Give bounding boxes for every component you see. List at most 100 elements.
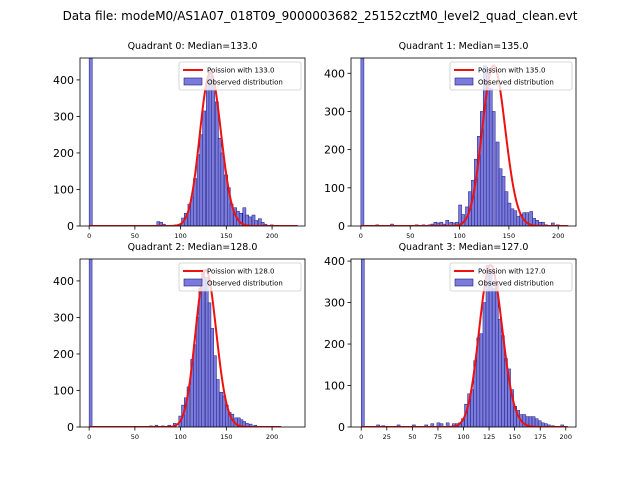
legend: Poission with 133.0 Observed distribution [178,61,302,91]
y-tick-label: 0 [338,421,345,434]
legend-box [178,61,302,91]
x-tick-label: 200 [266,232,278,240]
legend-bar-swatch [454,278,474,287]
x-tick-label: 50 [406,232,414,240]
panel-title: Quadrant 0: Median=133.0 [128,41,258,52]
y-tick-label: 400 [53,275,74,288]
y-tick-label: 100 [324,380,345,393]
y-tick-label: 200 [53,147,74,160]
x-tick-label: 100 [457,433,469,441]
histogram-bar [376,424,380,427]
x-tick-label: 100 [453,232,465,240]
axes-frame [79,57,306,227]
histogram-bar [541,221,545,226]
histogram-bar [488,269,493,427]
legend-bar-label: Observed distribution [207,79,283,87]
x-tick-label: 150 [220,232,232,240]
poisson-curve [360,64,569,226]
histogram-bar [488,88,493,226]
x-tick-label: 200 [266,433,278,441]
y-tick-label: 300 [324,297,345,310]
histogram-bar [193,344,197,427]
histogram-bar [534,418,539,427]
poisson-curve [89,71,298,226]
chart-panel-0: Quadrant 0: Median=133.0 0 50 100 150 200 0 100… [53,41,306,240]
histogram-bar [494,283,499,427]
legend-bar-swatch [183,77,203,86]
histogram-bar [211,81,216,226]
x-tick-label: 175 [534,433,546,441]
legend-curve-label: Poission with 128.0 [207,268,275,276]
x-tick-label: 150 [220,433,232,441]
histogram-bar [412,424,416,427]
histogram-bar [491,111,496,226]
plot-area [360,58,569,226]
histogram-bar [254,220,259,226]
legend-curve-label: Poission with 133.0 [207,67,275,75]
histogram-bar [491,287,496,427]
histogram-bar [360,58,365,226]
y-tick-label: 200 [53,348,74,361]
x-tick-label: 50 [131,433,139,441]
x-tick-label: 200 [560,433,572,441]
histogram-bar [360,259,365,427]
legend-box [449,61,573,91]
histogram-bar [201,269,205,427]
histogram-bar [238,212,243,226]
x-tick-label: 50 [408,433,416,441]
y-tick-label: 100 [324,182,345,195]
histogram-bar [205,277,209,427]
histogram-bar [396,424,401,427]
x-tick-label: 150 [503,232,515,240]
x-tick-label: 0 [87,232,91,240]
histogram-bar [510,208,515,226]
histogram-bar [245,423,249,427]
panel-title: Quadrant 3: Median=127.0 [399,242,529,253]
legend-bar-swatch [183,278,203,287]
y-tick-label: 0 [338,220,345,233]
chart-panel-1: Quadrant 1: Median=135.0 0 50 100 150 200 0 100… [324,41,577,240]
histogram-bar [531,416,536,427]
y-tick-label: 400 [324,67,345,80]
histogram-bar [430,423,435,427]
legend-curve-label: Poission with 127.0 [478,268,546,276]
histogram-bar [482,302,487,427]
legend-bar-label: Observed distribution [207,280,283,288]
legend-curve-label: Poission with 135.0 [478,67,546,75]
x-tick-label: 50 [131,232,139,240]
legend: Poission with 135.0 Observed distribution [449,61,573,91]
histogram-bar [547,424,551,427]
histogram-bar [88,58,93,226]
chart-panel-3: Quadrant 3: Median=127.0 0 25 50 75 100 125 150… [324,242,577,441]
x-tick-label: 150 [508,433,520,441]
axes-frame [350,57,577,227]
y-tick-label: 300 [53,110,74,123]
x-tick-label: 0 [359,433,363,441]
histogram-bar [504,191,509,226]
histogram-bar [207,302,212,427]
figure-title: Data file: modeM0/AS1A07_018T09_90000036… [63,9,578,23]
histogram-bar [498,168,503,226]
histogram-bar [248,216,252,226]
y-tick-label: 200 [324,338,345,351]
x-tick-label: 25 [383,433,391,441]
legend-bar-label: Observed distribution [478,79,554,87]
histogram-bar [195,317,200,427]
y-tick-label: 400 [53,74,74,87]
x-tick-label: 200 [552,232,564,240]
y-tick-label: 0 [67,220,74,233]
y-tick-label: 100 [53,384,74,397]
y-tick-label: 0 [67,421,74,434]
histogram-bar [210,328,214,427]
histogram-bar [424,424,428,427]
histogram-bar [525,212,529,226]
histogram-bar [516,216,521,226]
y-tick-label: 300 [324,105,345,118]
y-tick-label: 400 [324,255,345,268]
legend-box [449,262,573,292]
x-tick-label: 0 [359,232,363,240]
legend-bar-swatch [454,77,474,86]
chart-panel-2: Quadrant 2: Median=128.0 0 50 100 150 200 0 100… [53,242,306,441]
y-tick-label: 100 [53,183,74,196]
